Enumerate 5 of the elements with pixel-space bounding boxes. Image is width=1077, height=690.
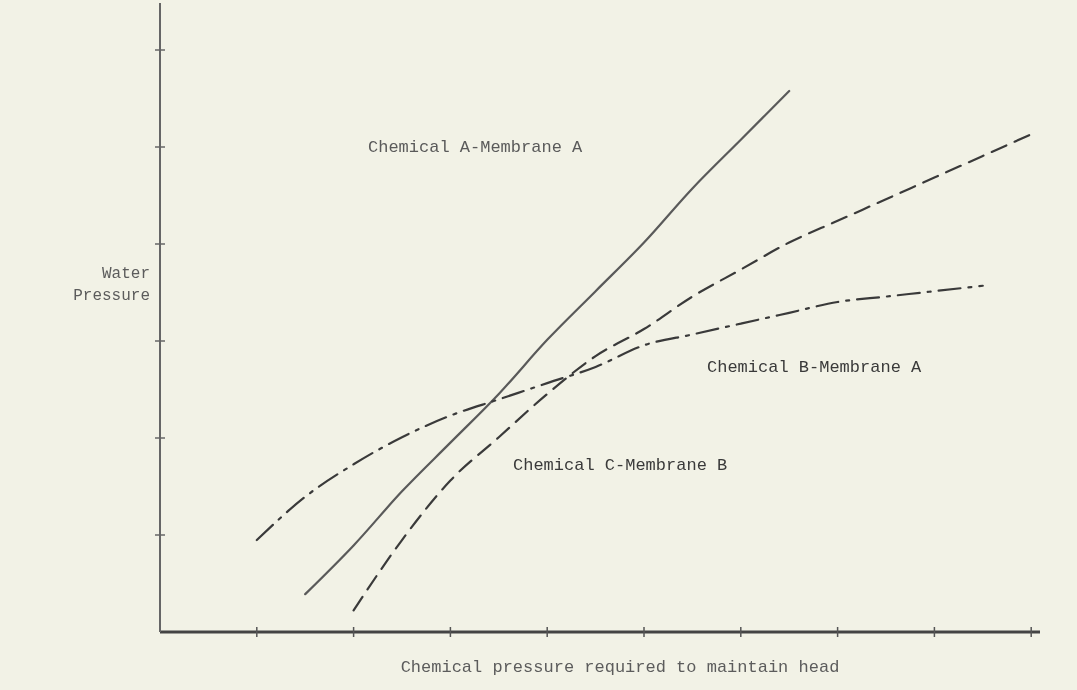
x-axis-title: Chemical pressure required to maintain head (400, 658, 840, 677)
y-axis-title: Water Pressure (73, 265, 150, 305)
series-label: Chemical C-Membrane B (513, 456, 728, 475)
text: Chemical A-Membrane A (368, 138, 584, 157)
series-label: Chemical B-Membrane A (707, 358, 923, 377)
